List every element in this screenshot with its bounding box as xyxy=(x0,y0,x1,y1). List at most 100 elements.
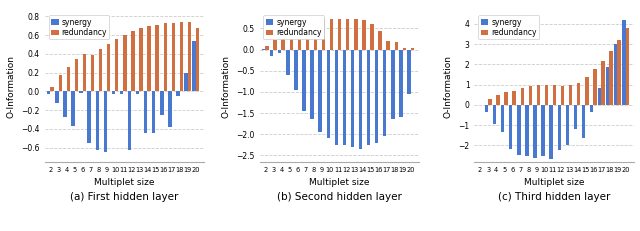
Bar xyxy=(112,91,115,94)
Bar xyxy=(144,91,147,133)
Bar xyxy=(485,105,488,112)
Bar xyxy=(367,50,371,145)
Bar xyxy=(188,22,191,91)
Bar xyxy=(128,91,131,150)
Bar xyxy=(75,59,78,91)
Bar xyxy=(184,73,188,91)
X-axis label: Multiplet size: Multiplet size xyxy=(524,178,584,187)
Bar xyxy=(609,51,612,105)
Bar xyxy=(606,67,609,105)
Bar xyxy=(618,40,621,105)
X-axis label: Multiplet size: Multiplet size xyxy=(94,178,155,187)
Bar xyxy=(180,22,183,91)
Bar xyxy=(569,85,572,105)
Bar xyxy=(593,69,596,105)
Bar xyxy=(270,50,273,56)
Bar xyxy=(504,92,508,105)
Bar xyxy=(131,31,134,91)
Bar xyxy=(193,41,196,91)
Bar xyxy=(136,91,140,94)
Bar xyxy=(289,28,293,50)
Bar xyxy=(310,50,314,119)
Bar xyxy=(314,19,317,50)
Bar xyxy=(152,91,156,133)
Bar xyxy=(525,105,529,156)
Bar xyxy=(67,67,70,91)
Legend: synergy, redundancy: synergy, redundancy xyxy=(478,15,539,40)
Bar xyxy=(553,85,556,105)
Y-axis label: O-Information: O-Information xyxy=(444,55,453,118)
Bar xyxy=(164,23,167,91)
Bar xyxy=(338,19,341,50)
Bar xyxy=(354,19,358,50)
Bar xyxy=(55,91,58,103)
Bar xyxy=(391,50,394,119)
Bar xyxy=(359,50,362,149)
Bar xyxy=(294,50,298,90)
Bar xyxy=(286,50,289,75)
Bar xyxy=(123,35,127,91)
Bar xyxy=(63,91,67,117)
Bar xyxy=(573,105,577,129)
Bar xyxy=(351,50,354,147)
Bar xyxy=(196,27,199,91)
Bar xyxy=(383,50,387,136)
Bar xyxy=(91,55,94,91)
Bar xyxy=(342,50,346,145)
Bar xyxy=(375,50,378,143)
Bar xyxy=(509,105,513,149)
Bar xyxy=(411,48,414,50)
Bar xyxy=(614,44,618,105)
Bar xyxy=(598,88,602,105)
Bar xyxy=(99,49,102,91)
Bar xyxy=(95,91,99,150)
Bar xyxy=(625,28,629,105)
Bar xyxy=(549,105,553,159)
Bar xyxy=(561,86,564,105)
Text: (a) First hidden layer: (a) First hidden layer xyxy=(70,192,179,202)
Bar xyxy=(156,25,159,91)
Bar xyxy=(362,20,365,50)
Legend: synergy, redundancy: synergy, redundancy xyxy=(49,15,109,40)
Bar xyxy=(266,46,269,50)
Bar xyxy=(326,50,330,138)
Bar xyxy=(172,23,175,91)
Bar xyxy=(371,24,374,50)
Bar xyxy=(322,19,325,50)
Bar xyxy=(88,91,91,143)
Bar xyxy=(51,87,54,91)
Bar xyxy=(278,50,282,53)
Legend: synergy, redundancy: synergy, redundancy xyxy=(264,15,324,40)
Bar xyxy=(262,49,266,50)
Bar xyxy=(330,19,333,50)
Y-axis label: O-Information: O-Information xyxy=(221,55,230,118)
Bar xyxy=(533,105,537,158)
Bar xyxy=(302,50,306,111)
Bar xyxy=(557,105,561,149)
Bar xyxy=(273,40,276,50)
Bar xyxy=(541,105,545,156)
Bar xyxy=(319,50,322,132)
Bar xyxy=(545,85,548,105)
Bar xyxy=(120,91,123,94)
Bar xyxy=(104,91,107,152)
Bar xyxy=(107,44,110,91)
Bar xyxy=(378,31,382,50)
Bar xyxy=(517,105,520,155)
X-axis label: Multiplet size: Multiplet size xyxy=(309,178,369,187)
Bar xyxy=(298,20,301,50)
Text: (c) Third hidden layer: (c) Third hidden layer xyxy=(498,192,610,202)
Bar xyxy=(585,77,589,105)
Bar xyxy=(47,91,51,94)
Bar xyxy=(496,95,500,105)
Bar xyxy=(394,43,398,50)
Bar xyxy=(71,91,75,126)
Bar xyxy=(488,99,492,105)
Bar xyxy=(387,41,390,50)
Bar xyxy=(168,91,172,127)
Bar xyxy=(582,105,585,138)
Text: (b) Second hidden layer: (b) Second hidden layer xyxy=(276,192,402,202)
Y-axis label: O-Information: O-Information xyxy=(7,55,16,118)
Bar xyxy=(407,50,411,94)
Bar xyxy=(147,26,151,91)
